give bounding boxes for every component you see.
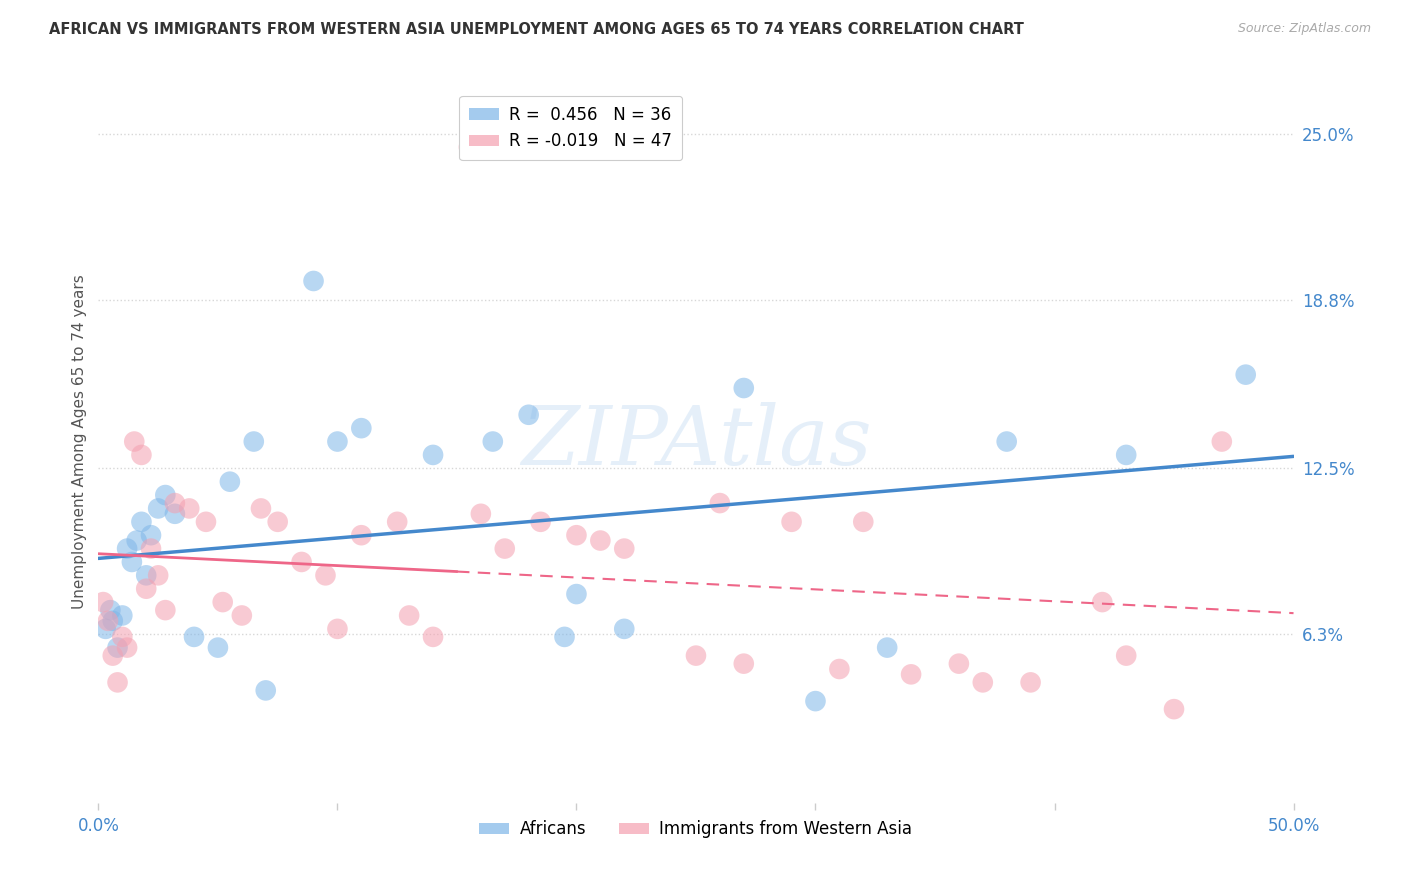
Point — [589, 533, 612, 548]
Point — [685, 648, 707, 663]
Point — [733, 381, 755, 395]
Point — [179, 501, 201, 516]
Point — [517, 408, 540, 422]
Point — [107, 640, 129, 655]
Text: ZIPAtlas: ZIPAtlas — [520, 401, 872, 482]
Point — [1163, 702, 1185, 716]
Point — [125, 533, 148, 548]
Legend: Africans, Immigrants from Western Asia: Africans, Immigrants from Western Asia — [472, 814, 920, 845]
Point — [124, 434, 146, 449]
Point — [163, 496, 186, 510]
Point — [254, 683, 277, 698]
Point — [385, 515, 409, 529]
Point — [530, 515, 553, 529]
Point — [231, 608, 253, 623]
Point — [494, 541, 516, 556]
Point — [243, 434, 266, 449]
Point — [111, 630, 134, 644]
Point — [900, 667, 922, 681]
Point — [1211, 434, 1233, 449]
Point — [554, 630, 576, 644]
Y-axis label: Unemployment Among Ages 65 to 74 years: Unemployment Among Ages 65 to 74 years — [72, 274, 87, 609]
Point — [613, 622, 636, 636]
Point — [183, 630, 205, 644]
Point — [94, 622, 117, 636]
Point — [948, 657, 970, 671]
Point — [267, 515, 290, 529]
Point — [101, 614, 124, 628]
Point — [350, 421, 373, 435]
Point — [565, 587, 588, 601]
Point — [326, 434, 349, 449]
Point — [98, 603, 122, 617]
Point — [163, 507, 186, 521]
Point — [422, 448, 444, 462]
Point — [302, 274, 325, 288]
Point — [828, 662, 851, 676]
Point — [1234, 368, 1257, 382]
Point — [195, 515, 218, 529]
Point — [131, 515, 153, 529]
Point — [733, 657, 755, 671]
Point — [482, 434, 505, 449]
Text: Source: ZipAtlas.com: Source: ZipAtlas.com — [1237, 22, 1371, 36]
Text: AFRICAN VS IMMIGRANTS FROM WESTERN ASIA UNEMPLOYMENT AMONG AGES 65 TO 74 YEARS C: AFRICAN VS IMMIGRANTS FROM WESTERN ASIA … — [49, 22, 1024, 37]
Point — [1115, 648, 1137, 663]
Point — [1019, 675, 1042, 690]
Point — [148, 568, 170, 582]
Point — [121, 555, 143, 569]
Point — [613, 541, 636, 556]
Point — [107, 675, 129, 690]
Point — [995, 434, 1018, 449]
Point — [219, 475, 242, 489]
Point — [470, 507, 492, 521]
Point — [139, 541, 162, 556]
Point — [139, 528, 162, 542]
Point — [135, 582, 157, 596]
Point — [1091, 595, 1114, 609]
Point — [852, 515, 875, 529]
Point — [250, 501, 273, 516]
Point — [972, 675, 994, 690]
Point — [155, 488, 177, 502]
Point — [207, 640, 229, 655]
Point — [422, 630, 444, 644]
Point — [111, 608, 134, 623]
Point — [101, 648, 124, 663]
Point — [97, 614, 120, 628]
Point — [211, 595, 233, 609]
Point — [458, 140, 481, 154]
Point — [115, 541, 138, 556]
Point — [326, 622, 349, 636]
Point — [115, 640, 138, 655]
Point — [709, 496, 731, 510]
Point — [398, 608, 420, 623]
Point — [155, 603, 177, 617]
Point — [148, 501, 170, 516]
Point — [315, 568, 337, 582]
Point — [350, 528, 373, 542]
Point — [131, 448, 153, 462]
Point — [91, 595, 114, 609]
Point — [780, 515, 803, 529]
Point — [565, 528, 588, 542]
Point — [804, 694, 827, 708]
Point — [1115, 448, 1137, 462]
Point — [876, 640, 898, 655]
Point — [291, 555, 314, 569]
Point — [135, 568, 157, 582]
